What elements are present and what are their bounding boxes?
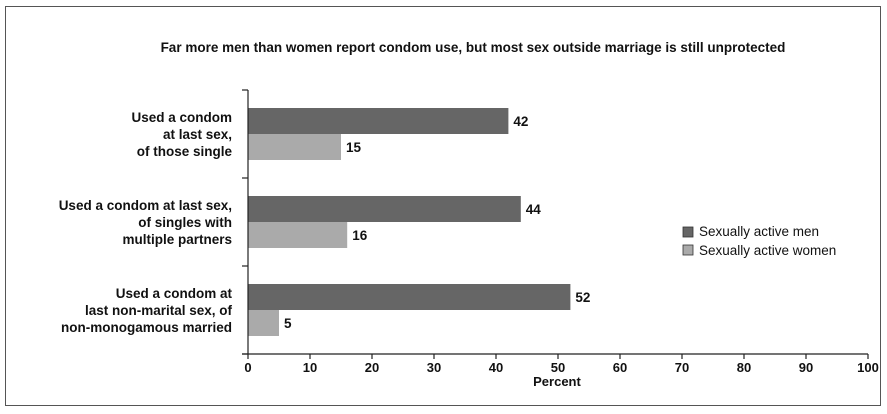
data-label-women-1: 15 [346,140,362,155]
bar-women-2 [248,222,348,248]
legend-swatch-women [682,244,694,256]
x-tick-label-100: 100 [857,360,879,375]
bar-men-2 [248,196,521,222]
category-label-2-line-2: of singles with [138,215,232,230]
category-label-3-line-3: non-monogamous married [61,320,232,335]
bar-men-1 [248,108,509,134]
category-label-1-line-2: at last sex, [163,127,232,142]
x-tick-label-60: 60 [613,360,627,375]
data-label-men-1: 42 [513,114,528,129]
legend-label-men: Sexually active men [699,224,819,239]
x-tick-label-50: 50 [551,360,565,375]
bar-women-3 [248,310,279,336]
plot-area: 42 15 Used a condom at last sex, of those si… [59,89,879,375]
x-tick-label-80: 80 [737,360,751,375]
chart-title: Far more men than women report condom us… [161,40,786,55]
legend-swatch-men [682,226,694,238]
data-label-men-3: 52 [575,290,590,305]
legend-label-women: Sexually active women [699,243,836,258]
x-tick-label-30: 30 [427,360,441,375]
data-label-women-3: 5 [284,316,292,331]
category-label-1-line-1: Used a condom [131,110,232,125]
x-tick-label-70: 70 [675,360,689,375]
x-tick-label-40: 40 [489,360,503,375]
data-label-men-2: 44 [526,202,542,217]
category-label-3-line-1: Used a condom at [116,286,233,301]
bar-men-3 [248,284,571,310]
category-label-1-line-3: of those single [137,144,233,159]
x-tick-label-0: 0 [244,360,251,375]
x-tick-label-10: 10 [303,360,317,375]
x-tick-label-20: 20 [365,360,379,375]
category-label-2-line-1: Used a condom at last sex, [59,198,232,213]
bar-women-1 [248,134,341,160]
x-axis-label: Percent [533,374,581,389]
x-tick-label-90: 90 [799,360,813,375]
category-label-2-line-3: multiple partners [122,232,232,247]
category-label-3-line-2: last non-marital sex, of [85,303,233,318]
legend: Sexually active men Sexually active wome… [682,224,836,258]
data-label-women-2: 16 [352,228,368,243]
